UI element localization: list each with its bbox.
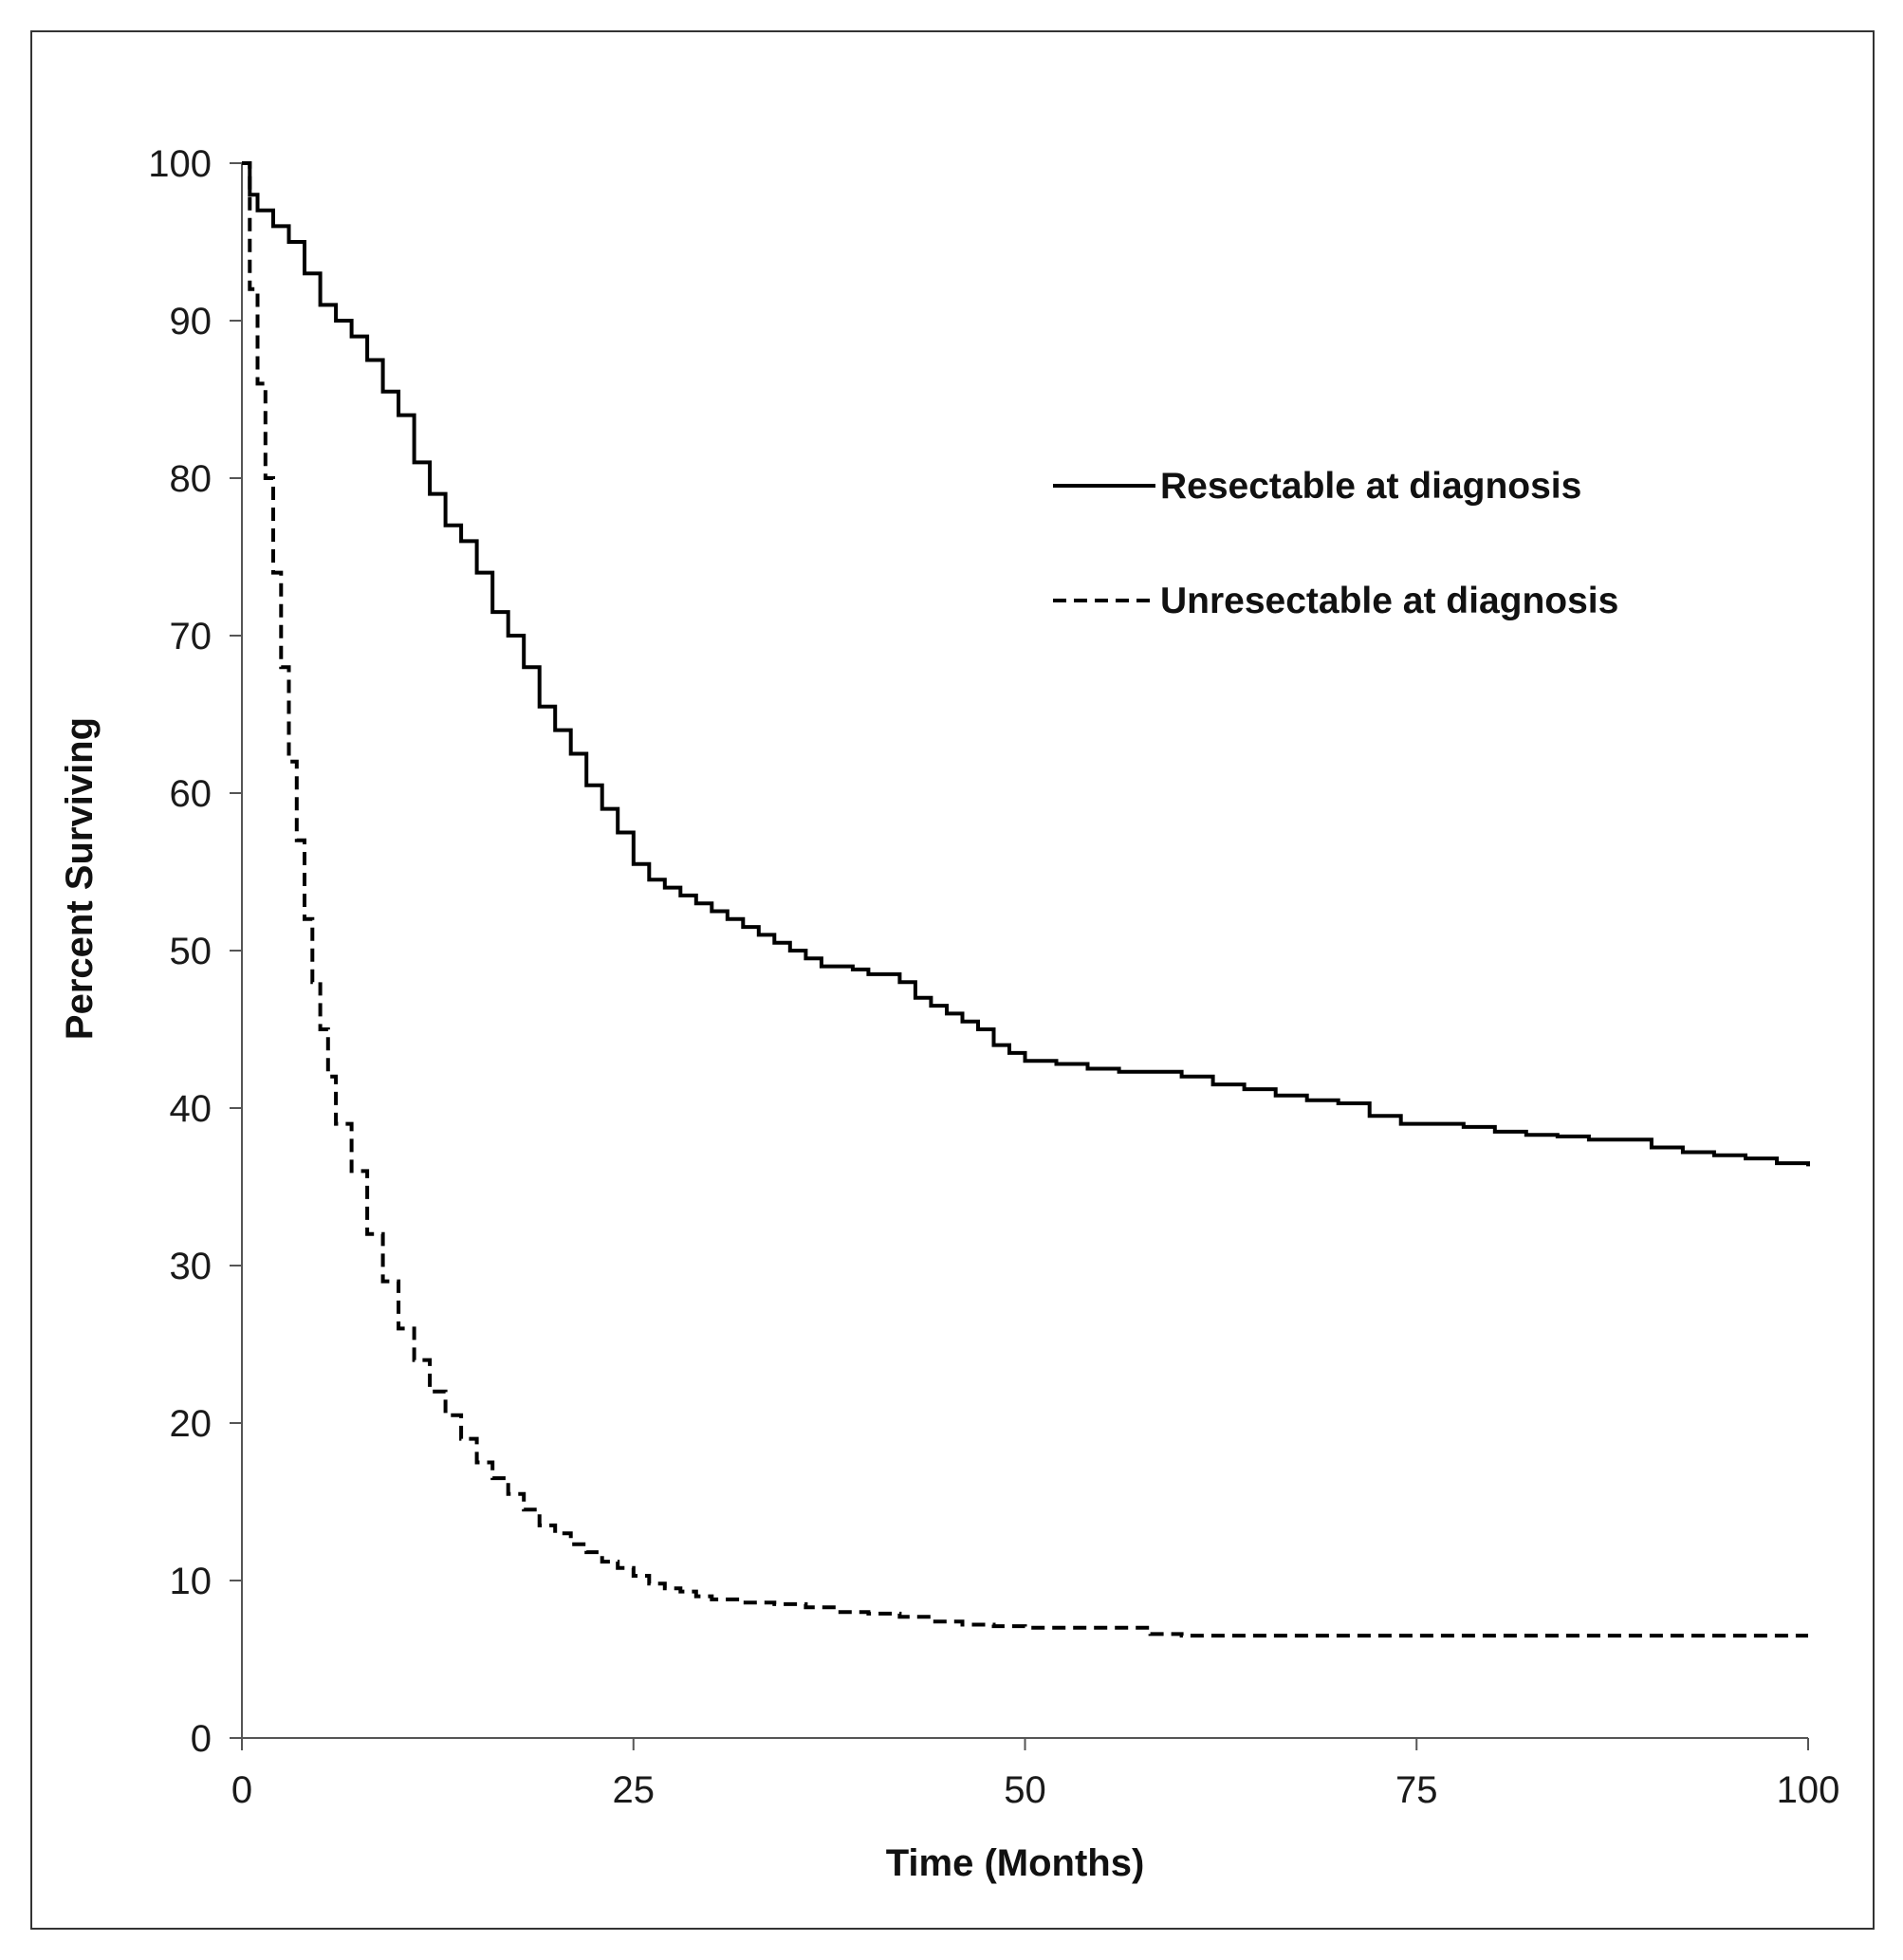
y-axis-title: Percent Surviving — [59, 717, 101, 1040]
legend-label-unresectable: Unresectable at diagnosis — [1160, 581, 1618, 621]
x-tick-label: 0 — [231, 1769, 252, 1811]
series-line-resectable — [242, 161, 1810, 1167]
x-axis-title: Time (Months) — [886, 1842, 1145, 1884]
y-tick-label: 80 — [170, 458, 212, 500]
x-tick-label: 50 — [1004, 1769, 1046, 1811]
legend-label-resectable: Resectable at diagnosis — [1160, 466, 1581, 507]
y-tick-label: 30 — [170, 1246, 212, 1287]
y-tick-label: 50 — [170, 931, 212, 972]
y-tick-label: 20 — [170, 1403, 212, 1445]
x-tick-label: 100 — [1777, 1769, 1840, 1811]
y-tick-label: 60 — [170, 773, 212, 815]
y-tick-label: 100 — [148, 143, 212, 185]
y-tick-label: 10 — [170, 1561, 212, 1602]
x-tick-label: 25 — [613, 1769, 656, 1811]
figure-border — [30, 30, 1875, 1930]
x-axis-ticks: 0 25 50 75 100 — [231, 1738, 1840, 1811]
y-tick-label: 90 — [170, 301, 212, 342]
y-tick-label: 40 — [170, 1088, 212, 1130]
series-line-unresectable — [242, 161, 1808, 1638]
y-tick-label: 0 — [191, 1718, 212, 1760]
x-tick-label: 75 — [1395, 1769, 1438, 1811]
y-tick-label: 70 — [170, 616, 212, 657]
legend: Resectable at diagnosis Unresectable at … — [1053, 466, 1618, 621]
y-axis-ticks: 0 10 20 30 40 50 60 70 80 90 100 — [148, 143, 242, 1760]
